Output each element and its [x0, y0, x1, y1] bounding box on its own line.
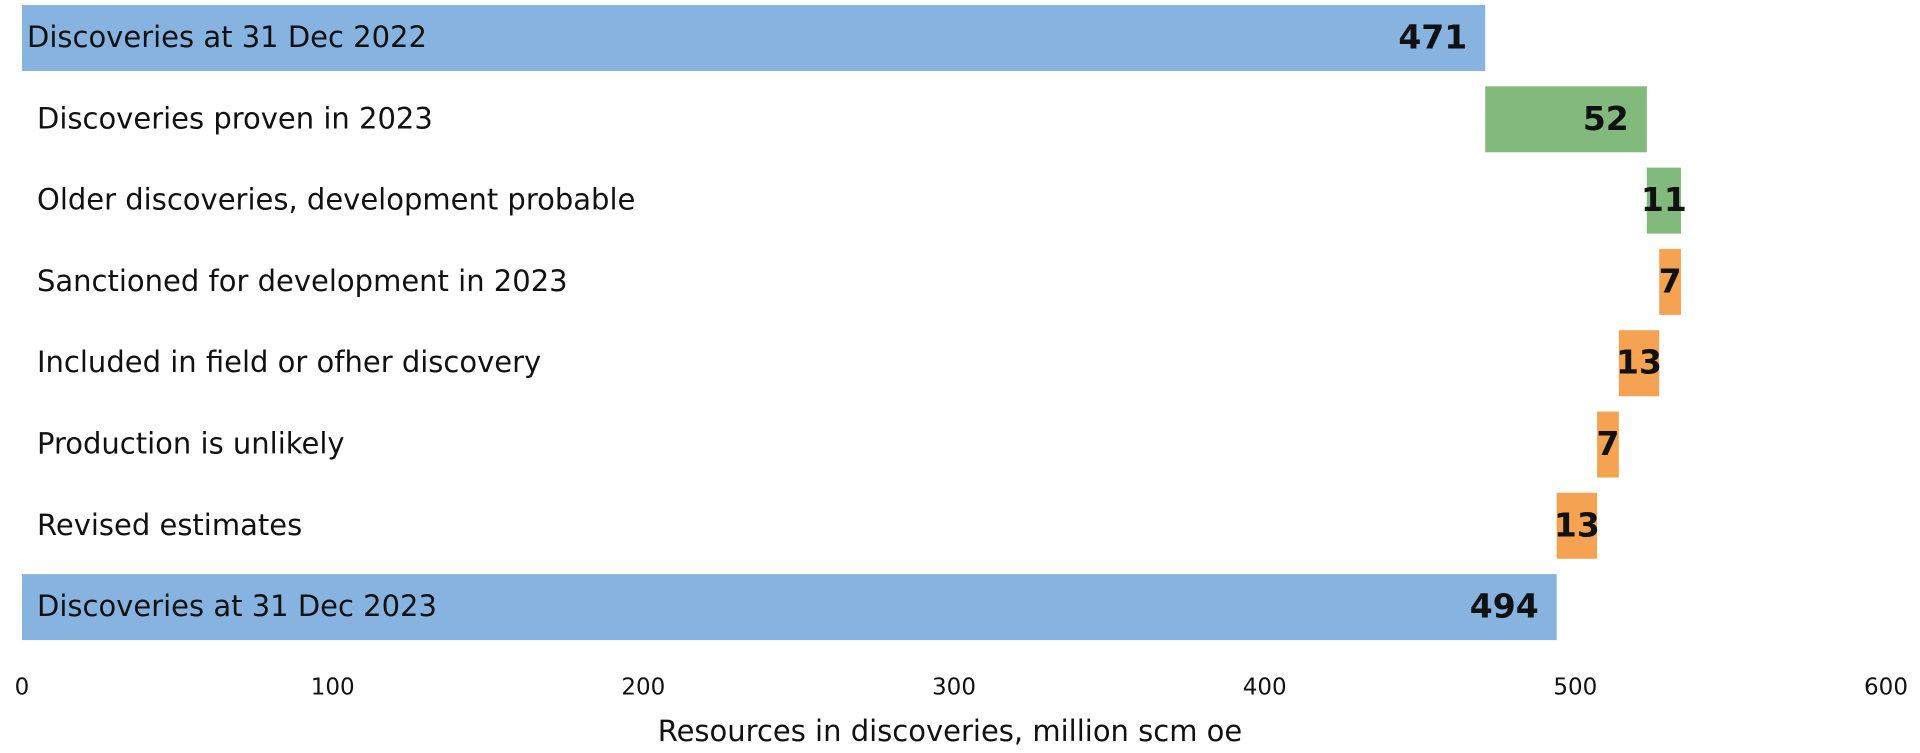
bar — [1646, 167, 1681, 234]
value-label: 11 — [1641, 180, 1687, 219]
x-tick-label: 300 — [932, 675, 976, 701]
x-tick-label: 200 — [621, 675, 665, 701]
bar — [22, 574, 1557, 641]
bar — [1618, 330, 1660, 397]
x-tick-label: 500 — [1553, 675, 1597, 701]
value-label: 13 — [1554, 505, 1600, 544]
bar — [1659, 248, 1681, 315]
bar — [22, 5, 1486, 71]
category-label: Production is unlikely — [37, 427, 345, 461]
bar — [1485, 86, 1647, 153]
bar — [1556, 492, 1598, 559]
category-label: Discoveries proven in 2023 — [37, 101, 433, 135]
value-label: 471 — [1398, 18, 1467, 57]
value-label: 494 — [1470, 587, 1539, 626]
x-tick-label: 100 — [311, 675, 355, 701]
value-label: 7 — [1659, 261, 1682, 300]
x-axis-title: Resources in discoveries, million scm oe — [658, 714, 1243, 748]
category-label: Older discoveries, development probable — [37, 183, 635, 217]
category-label: Discoveries at 31 Dec 2022 — [27, 20, 427, 54]
category-label: Revised estimates — [37, 508, 302, 542]
category-label: Sanctioned for development in 2023 — [37, 264, 568, 298]
category-label: Discoveries at 31 Dec 2023 — [37, 589, 437, 623]
value-label: 7 — [1596, 424, 1619, 463]
x-tick-label: 600 — [1864, 675, 1908, 701]
category-label: Included in field or ofher discovery — [37, 345, 541, 379]
value-label: 52 — [1583, 99, 1629, 138]
value-label: 13 — [1616, 343, 1662, 382]
bar — [1597, 411, 1619, 478]
x-tick-label: 400 — [1243, 675, 1287, 701]
x-tick-label: 0 — [15, 675, 30, 701]
